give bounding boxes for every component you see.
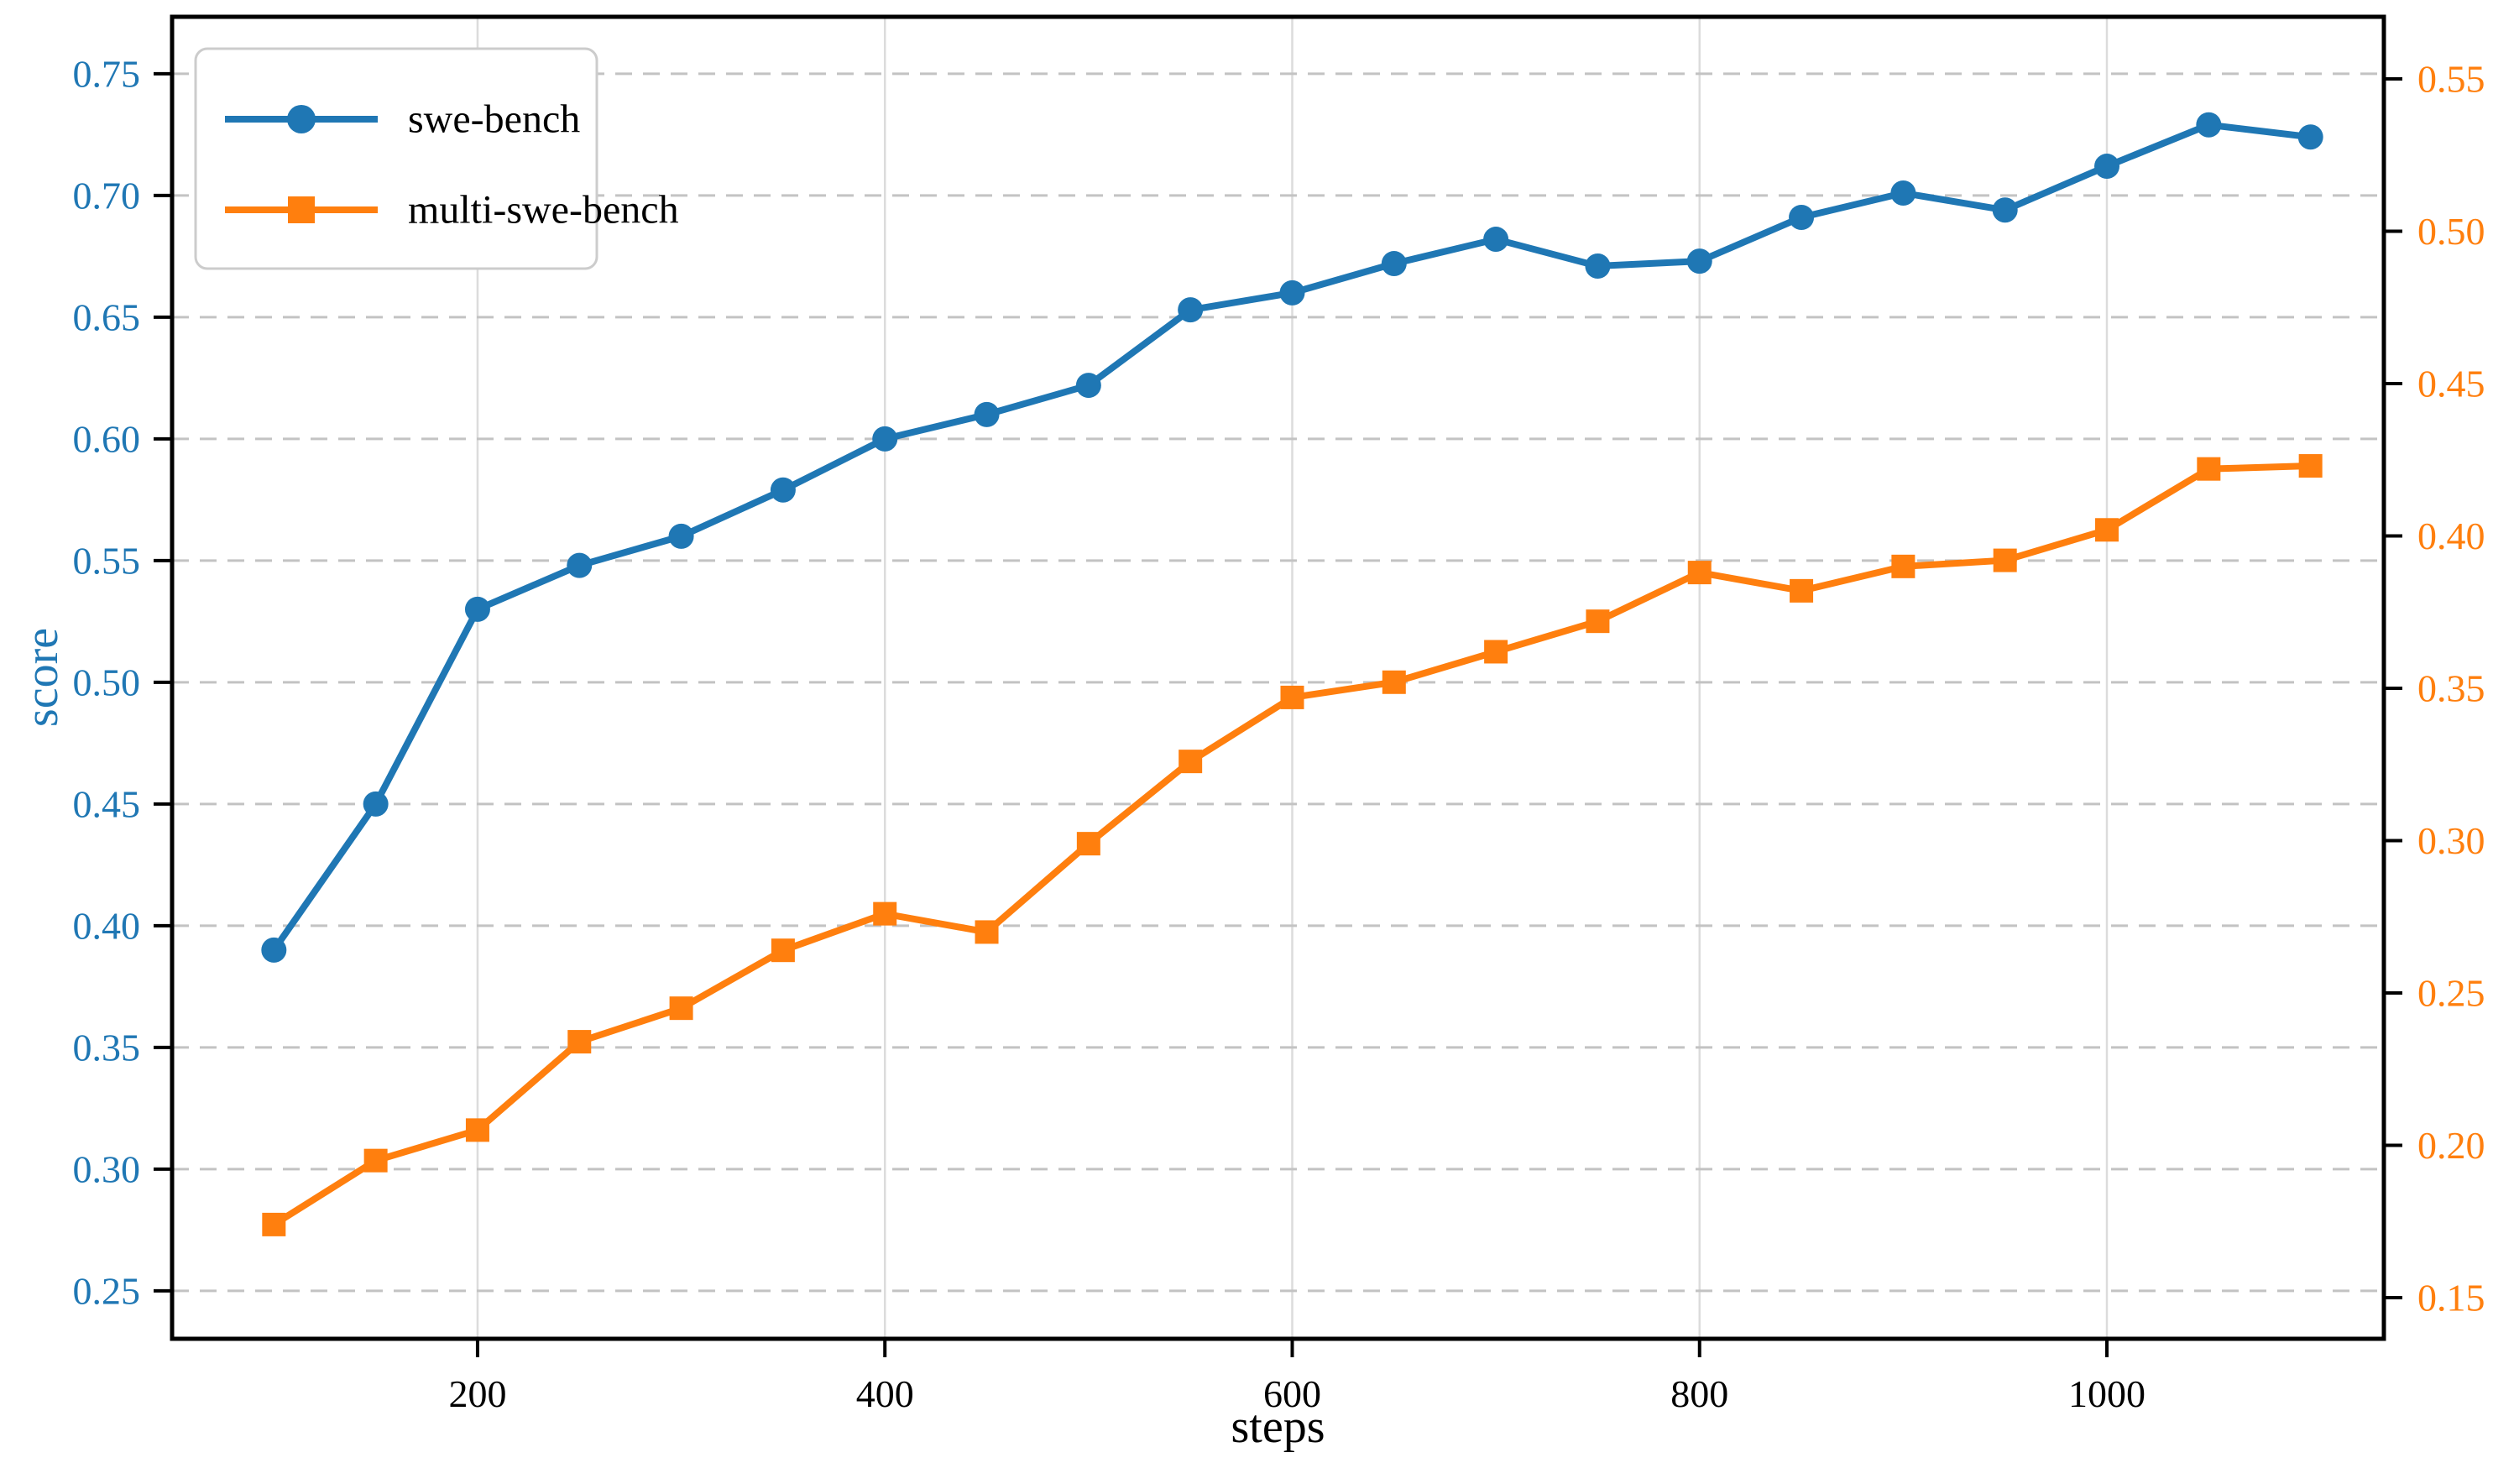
y-tick-label-right: 0.20 bbox=[2417, 1124, 2485, 1167]
data-point-swe-bench bbox=[261, 937, 287, 963]
data-point-swe-bench bbox=[2196, 112, 2222, 138]
y-tick-label-left: 0.40 bbox=[73, 904, 141, 947]
y-tick-label-right: 0.35 bbox=[2417, 667, 2485, 710]
data-point-swe-bench bbox=[974, 401, 1000, 427]
data-point-multi-swe-bench bbox=[2298, 454, 2323, 478]
y-tick-label-right: 0.30 bbox=[2417, 819, 2485, 862]
data-point-multi-swe-bench bbox=[2197, 457, 2221, 481]
y-tick-label-right: 0.45 bbox=[2417, 363, 2485, 405]
data-point-swe-bench bbox=[1585, 253, 1611, 279]
data-point-multi-swe-bench bbox=[1687, 561, 1712, 585]
data-point-multi-swe-bench bbox=[1382, 670, 1406, 694]
y-tick-label-right: 0.15 bbox=[2417, 1276, 2485, 1319]
x-tick-label: 200 bbox=[448, 1372, 506, 1415]
data-point-swe-bench bbox=[567, 552, 593, 578]
data-point-swe-bench bbox=[1279, 280, 1305, 306]
y-tick-label-right: 0.50 bbox=[2417, 210, 2485, 253]
legend-circle-marker-icon bbox=[287, 105, 316, 133]
x-tick-label: 1000 bbox=[2068, 1372, 2145, 1415]
data-point-multi-swe-bench bbox=[1586, 609, 1610, 634]
y-tick-label-left: 0.35 bbox=[73, 1026, 141, 1069]
x-tick-label: 400 bbox=[856, 1372, 914, 1415]
data-point-swe-bench bbox=[872, 426, 898, 452]
data-point-multi-swe-bench bbox=[1993, 548, 2017, 572]
data-point-multi-swe-bench bbox=[1280, 685, 1304, 709]
y-tick-label-left: 0.75 bbox=[73, 52, 141, 95]
data-point-swe-bench bbox=[1686, 248, 1712, 274]
data-point-swe-bench bbox=[363, 791, 389, 817]
data-point-multi-swe-bench bbox=[873, 901, 897, 926]
y-tick-label-left: 0.55 bbox=[73, 539, 141, 582]
data-point-multi-swe-bench bbox=[2095, 518, 2119, 542]
y-tick-label-left: 0.45 bbox=[73, 782, 141, 825]
data-point-multi-swe-bench bbox=[465, 1118, 489, 1142]
legend bbox=[194, 47, 598, 270]
y-tick-label-left: 0.70 bbox=[73, 174, 141, 217]
data-point-swe-bench bbox=[464, 596, 490, 622]
data-point-multi-swe-bench bbox=[567, 1030, 592, 1054]
data-point-swe-bench bbox=[770, 477, 796, 503]
data-point-swe-bench bbox=[1381, 251, 1407, 277]
legend-label: swe-bench bbox=[408, 97, 580, 142]
data-point-multi-swe-bench bbox=[771, 938, 795, 963]
data-point-swe-bench bbox=[1483, 227, 1509, 253]
y-tick-label-left: 0.30 bbox=[73, 1147, 141, 1190]
data-point-multi-swe-bench bbox=[1891, 554, 1915, 578]
data-point-multi-swe-bench bbox=[669, 996, 693, 1021]
legend-square-marker-icon bbox=[288, 196, 315, 223]
data-point-multi-swe-bench bbox=[1076, 832, 1100, 856]
data-point-multi-swe-bench bbox=[262, 1212, 286, 1236]
y-tick-label-right: 0.40 bbox=[2417, 515, 2485, 557]
y-tick-label-right: 0.25 bbox=[2417, 972, 2485, 1015]
data-point-multi-swe-bench bbox=[1790, 578, 1814, 603]
data-point-swe-bench bbox=[2297, 124, 2323, 150]
legend-label: multi-swe-bench bbox=[408, 188, 679, 233]
y-tick-label-left: 0.50 bbox=[73, 661, 141, 703]
x-axis-label: steps bbox=[1231, 1401, 1325, 1453]
data-point-multi-swe-bench bbox=[363, 1148, 388, 1173]
x-tick-label: 800 bbox=[1670, 1372, 1728, 1415]
data-point-swe-bench bbox=[1075, 373, 1101, 399]
x-tick-label: 600 bbox=[1263, 1372, 1321, 1415]
data-point-swe-bench bbox=[1890, 180, 1916, 206]
y-tick-label-left: 0.65 bbox=[73, 295, 141, 338]
data-point-swe-bench bbox=[2094, 154, 2120, 180]
data-point-swe-bench bbox=[1178, 297, 1204, 323]
data-point-swe-bench bbox=[668, 523, 694, 549]
y-tick-label-left: 0.60 bbox=[73, 417, 141, 460]
y-tick-label-left: 0.25 bbox=[73, 1269, 141, 1312]
y-tick-label-right: 0.55 bbox=[2417, 58, 2485, 101]
plot-border bbox=[170, 14, 2386, 1341]
y-axis-label-left: score bbox=[16, 627, 68, 728]
data-point-multi-swe-bench bbox=[975, 920, 999, 944]
data-point-multi-swe-bench bbox=[1484, 640, 1508, 664]
data-point-swe-bench bbox=[1992, 197, 2018, 223]
data-point-multi-swe-bench bbox=[1179, 750, 1203, 774]
data-point-swe-bench bbox=[1789, 204, 1815, 230]
